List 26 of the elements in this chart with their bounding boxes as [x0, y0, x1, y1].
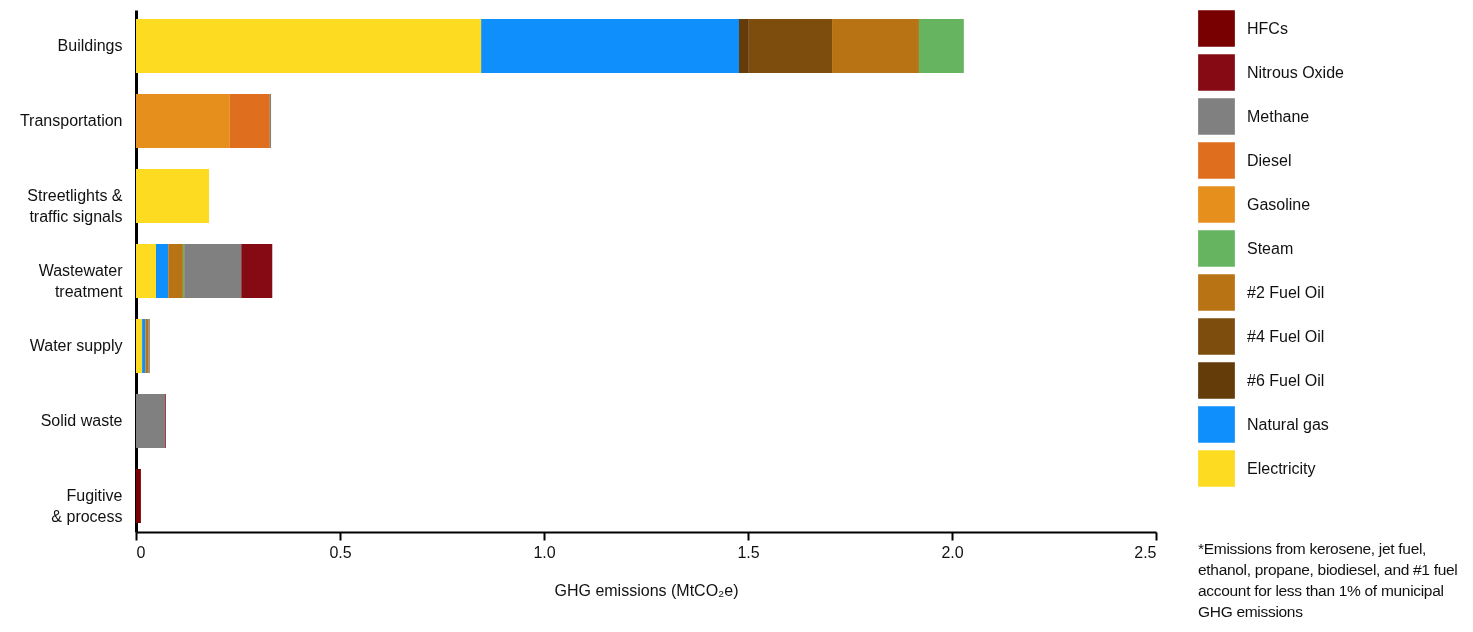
text: *Emissions from kerosene, jet fuel, ethanol, propane, biodiesel, and #1 fuel account for less than 1% of municipal GHG emissions: [1198, 539, 1459, 622]
x-tick-label: 2.5: [1134, 543, 1157, 561]
y-tick-label: Streetlights & traffic signals: [27, 187, 123, 225]
y-tick-label: Fugitive & process: [51, 487, 123, 525]
legend-label: Natural gas: [1247, 415, 1329, 433]
legend-label: Diesel: [1247, 151, 1292, 169]
y-tick-label: Transportation: [19, 112, 123, 129]
legend-label: #6 Fuel Oil: [1247, 371, 1325, 389]
legend-label: #4 Fuel Oil: [1247, 327, 1325, 345]
legend-label: HFCs: [1247, 19, 1288, 37]
x-tick-label: 2.0: [941, 543, 964, 561]
y-tick-label: Water supply: [29, 337, 123, 354]
y-tick-label: Buildings: [57, 37, 123, 54]
y-tick-label: Wastewater treatment: [38, 262, 124, 300]
y-tick-label: Solid waste: [40, 412, 123, 429]
legend-label: Methane: [1247, 107, 1310, 125]
legend-label: Nitrous Oxide: [1247, 63, 1345, 81]
legend-label: Steam: [1247, 239, 1294, 257]
legend-label: Gasoline: [1247, 195, 1311, 213]
x-tick-label: 0: [136, 543, 146, 561]
x-tick-label: 1.5: [737, 543, 760, 561]
x-tick-label: 1.0: [533, 543, 556, 561]
legend-label: #2 Fuel Oil: [1247, 283, 1325, 301]
x-tick-label: 0.5: [329, 543, 352, 561]
x-axis-title: GHG emissions (MtCO₂e): [554, 581, 739, 599]
legend-label: Electricity: [1247, 459, 1316, 477]
